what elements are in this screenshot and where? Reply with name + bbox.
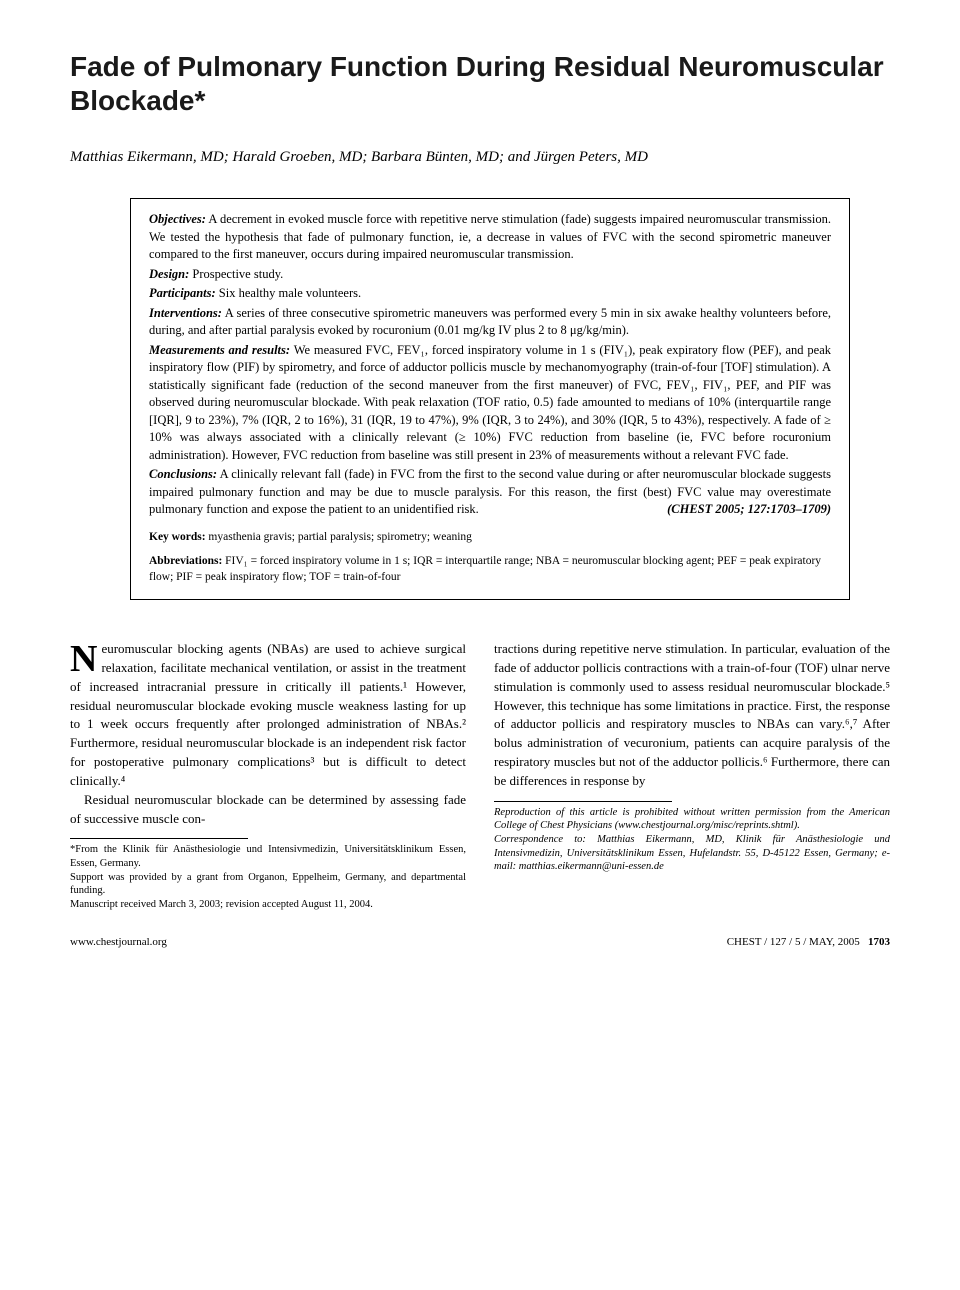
article-title: Fade of Pulmonary Function During Residu… [70,50,890,117]
body-para-2: Residual neuromuscular blockade can be d… [70,791,466,829]
column-left: Neuromuscular blocking agents (NBAs) are… [70,640,466,912]
footnotes-right: Reproduction of this article is prohibit… [494,806,890,874]
body-para-1: Neuromuscular blocking agents (NBAs) are… [70,640,466,791]
para1-text: euromuscular blocking agents (NBAs) are … [70,641,466,788]
body-para-3: tractions during repetitive nerve stimul… [494,640,890,791]
abstract-abbreviations: Abbreviations: FIV₁ = forced inspiratory… [149,553,831,585]
footnote-rule [70,838,248,839]
dropcap: N [70,640,101,675]
participants-label: Participants: [149,286,216,300]
abstract-interventions: Interventions: A series of three consecu… [149,305,831,340]
keywords-label: Key words: [149,531,206,543]
conclusions-label: Conclusions: [149,467,217,481]
objectives-text: A decrement in evoked muscle force with … [149,212,831,261]
abbreviations-text: FIV₁ = forced inspiratory volume in 1 s;… [149,555,821,583]
abbreviations-label: Abbreviations: [149,555,222,567]
abstract-objectives: Objectives: A decrement in evoked muscle… [149,211,831,264]
abstract-conclusions: Conclusions: A clinically relevant fall … [149,466,831,519]
design-label: Design: [149,267,189,281]
authors-line: Matthias Eikermann, MD; Harald Groeben, … [70,147,890,168]
abstract-measurements: Measurements and results: We measured FV… [149,342,831,465]
abstract-participants: Participants: Six healthy male volunteer… [149,285,831,303]
participants-text: Six healthy male volunteers. [219,286,361,300]
footer-citation: CHEST / 127 / 5 / MAY, 2005 1703 [727,936,890,948]
abstract-box: Objectives: A decrement in evoked muscle… [130,198,850,600]
keywords-text: myasthenia gravis; partial paralysis; sp… [208,531,471,543]
interventions-text: A series of three consecutive spirometri… [149,306,831,338]
page-footer: www.chestjournal.org CHEST / 127 / 5 / M… [70,936,890,948]
interventions-label: Interventions: [149,306,222,320]
measurements-text: We measured FVC, FEV₁, forced inspirator… [149,343,831,462]
abstract-keywords: Key words: myasthenia gravis; partial pa… [149,529,831,545]
footer-page-number: 1703 [868,936,890,948]
measurements-label: Measurements and results: [149,343,290,357]
design-text: Prospective study. [192,267,283,281]
footnotes-left: *From the Klinik für Anästhesiologie und… [70,843,466,911]
abstract-citation: (CHEST 2005; 127:1703–1709) [667,501,831,519]
column-right: tractions during repetitive nerve stimul… [494,640,890,912]
abstract-design: Design: Prospective study. [149,266,831,284]
body-columns: Neuromuscular blocking agents (NBAs) are… [70,640,890,912]
objectives-label: Objectives: [149,212,206,226]
footer-url: www.chestjournal.org [70,936,167,948]
footer-journal: CHEST / 127 / 5 / MAY, 2005 [727,936,860,948]
footnote-rule-right [494,801,672,802]
